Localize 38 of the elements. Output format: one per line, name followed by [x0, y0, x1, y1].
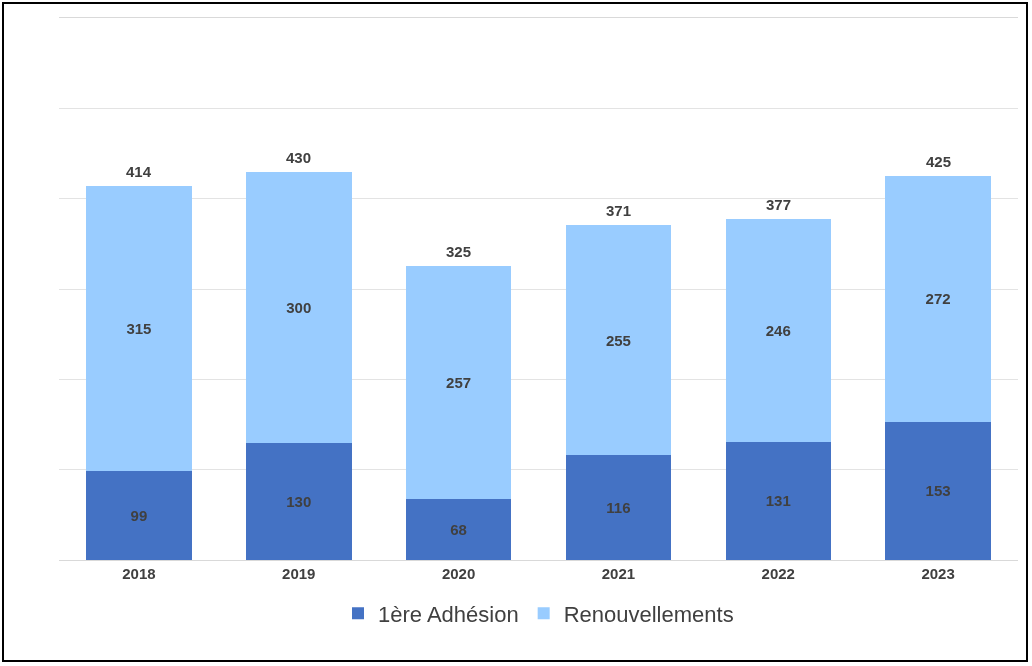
data-label: 68 [450, 520, 467, 538]
total-label: 425 [926, 153, 952, 170]
data-label: 272 [925, 290, 951, 308]
bar [565, 224, 672, 456]
total-label: 371 [606, 202, 632, 219]
total-label: 414 [126, 163, 152, 180]
bar [405, 498, 512, 560]
data-label: 131 [765, 492, 791, 510]
total-label: 325 [446, 243, 472, 260]
x-tick-label: 2022 [761, 565, 795, 582]
data-label: 99 [130, 506, 148, 524]
data-label: 130 [286, 492, 312, 510]
bar [885, 176, 991, 422]
bar [86, 186, 192, 471]
legend-label: 1ère Adhésion [378, 601, 519, 627]
data-label: 116 [606, 499, 631, 517]
data-label: 246 [765, 322, 791, 340]
legend-label: Renouvellements [563, 601, 734, 627]
x-tick-label: 2021 [601, 565, 636, 582]
data-label: 255 [605, 331, 631, 349]
x-tick-label: 2023 [921, 565, 955, 582]
bar [725, 219, 831, 442]
x-tick-label: 2019 [282, 565, 316, 582]
bar [725, 441, 831, 560]
bar [246, 442, 352, 560]
bar [86, 470, 192, 560]
x-tick-label: 2020 [441, 565, 476, 582]
bar [246, 171, 352, 443]
bar [885, 421, 991, 560]
data-label: 257 [446, 373, 472, 391]
total-label: 377 [766, 196, 792, 213]
bar [565, 455, 672, 560]
total-label: 430 [286, 149, 312, 166]
data-label: 153 [925, 482, 951, 500]
bar [405, 266, 512, 499]
data-label: 300 [286, 298, 312, 316]
x-tick-label: 2018 [122, 565, 156, 582]
data-label: 315 [126, 319, 152, 337]
